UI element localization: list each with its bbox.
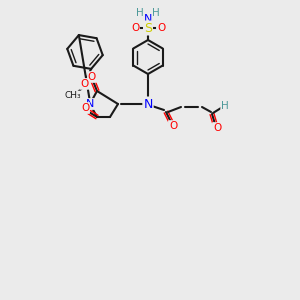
Text: O: O (81, 103, 89, 113)
Text: O: O (213, 123, 221, 133)
Text: H: H (152, 8, 160, 18)
Text: O: O (131, 23, 139, 33)
Text: N: N (144, 14, 152, 24)
Text: O: O (169, 121, 177, 131)
Text: O: O (88, 72, 96, 82)
Text: N: N (86, 99, 94, 109)
Text: H: H (136, 8, 144, 18)
Text: H: H (221, 101, 229, 111)
Text: CH₃: CH₃ (65, 92, 82, 100)
Text: N: N (143, 98, 153, 110)
Text: S: S (144, 22, 152, 34)
Text: O: O (80, 79, 88, 89)
Text: O: O (157, 23, 165, 33)
